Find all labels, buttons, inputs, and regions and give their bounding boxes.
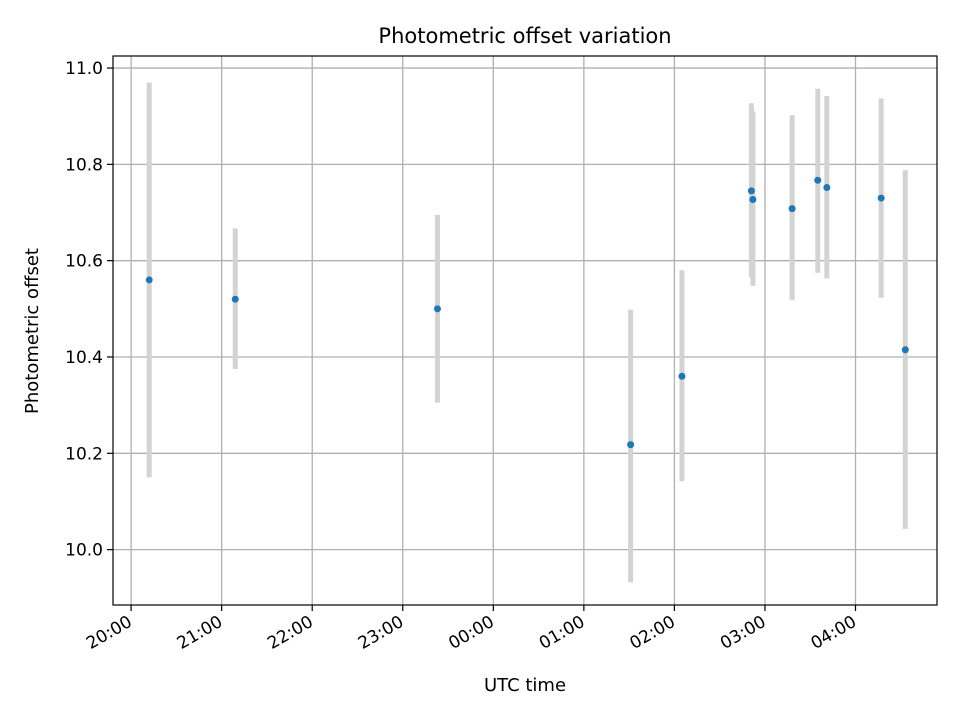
y-tick-label: 11.0 (65, 59, 103, 79)
data-point (901, 346, 909, 354)
data-point (678, 372, 686, 380)
x-tick-label: 00:00 (445, 612, 497, 654)
y-tick-label: 10.0 (65, 541, 103, 561)
data-point (749, 196, 757, 204)
data-point (627, 441, 635, 449)
data-point (145, 276, 153, 284)
data-point (231, 295, 239, 303)
x-tick-label: 04:00 (808, 612, 860, 654)
plot-frame (112, 55, 938, 606)
y-tick-label: 10.4 (65, 348, 103, 368)
chart-title: Photometric offset variation (378, 24, 671, 48)
grid (113, 56, 937, 605)
error-bars (146, 82, 908, 583)
x-tick-label: 20:00 (83, 612, 135, 654)
data-point (823, 183, 831, 191)
x-tick-label: 21:00 (174, 612, 226, 654)
data-point (788, 205, 796, 213)
data-point (747, 187, 755, 195)
y-axis-label: Photometric offset (22, 248, 43, 414)
y-tick-label: 10.2 (65, 444, 103, 464)
y-axis-ticks: 10.0 10.2 10.4 10.6 10.8 11.0 (65, 59, 113, 561)
y-tick-label: 10.6 (65, 252, 103, 272)
data-point (814, 176, 822, 184)
x-tick-label: 22:00 (264, 612, 316, 654)
data-point (433, 305, 441, 313)
y-tick-label: 10.8 (65, 155, 103, 175)
x-tick-label: 23:00 (355, 612, 407, 654)
x-axis-label: UTC time (484, 675, 566, 696)
x-tick-label: 03:00 (717, 612, 769, 654)
data-point (877, 194, 885, 202)
x-axis-ticks: 20:00 21:00 22:00 23:00 00:00 01:00 02:00 03:00… (83, 605, 860, 654)
x-tick-label: 02:00 (626, 612, 678, 654)
data-points (145, 176, 909, 449)
x-tick-label: 01:00 (536, 612, 588, 654)
